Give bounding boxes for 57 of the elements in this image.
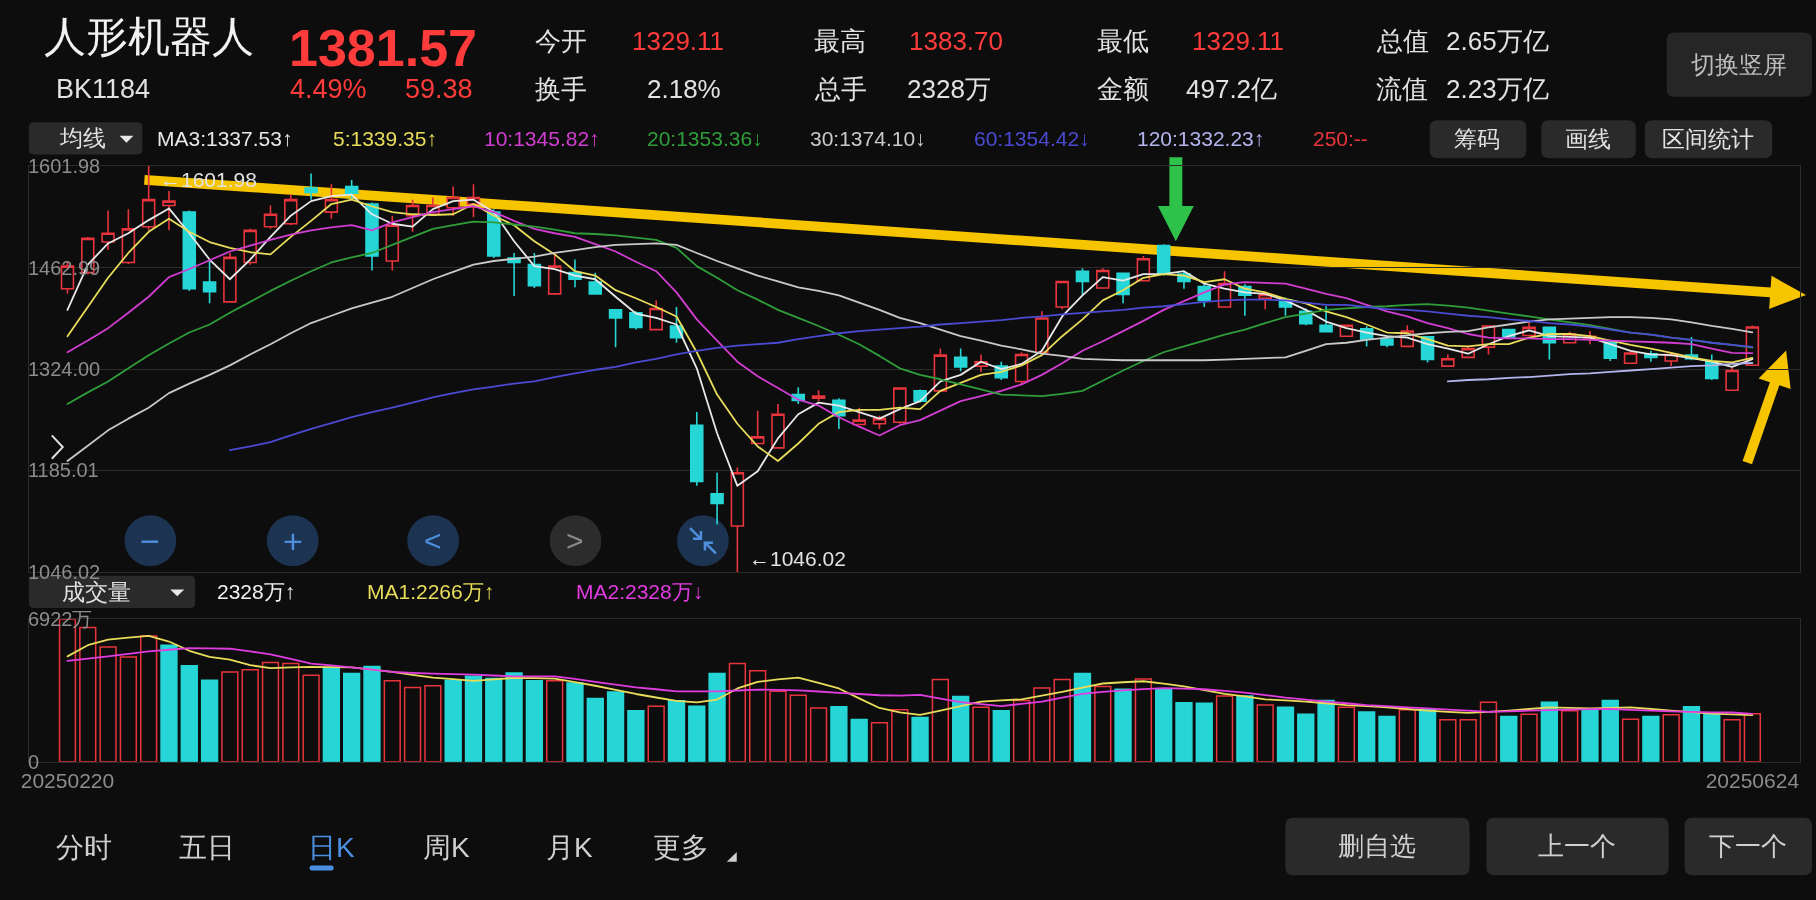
text: 最低 (1097, 26, 1149, 56)
text: 30:1374.10↓ (810, 127, 926, 150)
text: MA2:2328万↓ (576, 580, 704, 603)
text: 下一个 (1709, 831, 1787, 861)
y-tick-label: 1601.98 (27, 155, 101, 178)
annotation: < (424, 524, 442, 557)
text: 日K (308, 832, 355, 863)
text: 画线 (1565, 126, 1611, 152)
text: 5:1339.35↑ (333, 127, 437, 150)
text: 1383.70 (909, 26, 1003, 56)
text: 60:1354.42↓ (974, 127, 1090, 150)
text: 流值 (1376, 74, 1428, 104)
text: 1329.11 (632, 26, 725, 56)
text: 4.49% (290, 74, 367, 104)
text: 筹码 (1454, 126, 1500, 152)
chart-title: 人形机器人 (44, 12, 254, 60)
text: 120:1332.23↑ (1137, 127, 1265, 150)
text: 2328万↑ (217, 580, 296, 603)
text: 更多 (653, 832, 709, 863)
text: 五日 (179, 832, 235, 863)
legend-title: 均线 (59, 125, 106, 151)
annotation: + (283, 522, 303, 560)
text: 切换竖屏 (1691, 51, 1787, 78)
text: 2.18% (647, 74, 721, 104)
text: 2.65万亿 (1446, 26, 1549, 56)
annotation: > (566, 524, 584, 557)
legend-label: 250:-- (1313, 127, 1368, 150)
text: 区间统计 (1662, 126, 1754, 152)
y-tick-label: 1185.01 (27, 459, 99, 482)
text: 总值 (1376, 26, 1429, 56)
text: 上一个 (1538, 831, 1616, 861)
text: 今开 (535, 26, 587, 56)
text: 10:1345.82↑ (484, 127, 600, 150)
text: 1381.57 (289, 19, 477, 77)
annotation: − (140, 522, 160, 560)
text: 最高 (814, 26, 866, 56)
text: 删自选 (1338, 831, 1416, 861)
text: 59.38 (405, 74, 473, 104)
text: 周K (423, 832, 470, 863)
text: 金额 (1097, 74, 1149, 104)
legend-label: MA3:1337.53↑ (157, 127, 293, 150)
text: MA1:2266万↑ (367, 580, 495, 603)
text: 总手 (814, 74, 867, 104)
x-tick-label: 20250624 (1705, 768, 1800, 792)
text: 月K (546, 832, 593, 863)
annotation: ←1046.02 (749, 547, 846, 570)
text: 1329.11 (1192, 26, 1285, 56)
text: 2.23万亿 (1446, 74, 1549, 104)
text: 20:1353.36↓ (647, 127, 763, 150)
legend-title: 成交量 (62, 579, 131, 605)
text: 2328万 (907, 74, 991, 104)
y-tick-label: 1324.00 (27, 358, 101, 381)
text: 497.2亿 (1186, 74, 1278, 104)
y-tick-label: 6922万 (27, 608, 93, 631)
text: 换手 (535, 74, 587, 104)
text: 分时 (56, 832, 112, 863)
chart-subtitle: BK1184 (56, 74, 151, 104)
